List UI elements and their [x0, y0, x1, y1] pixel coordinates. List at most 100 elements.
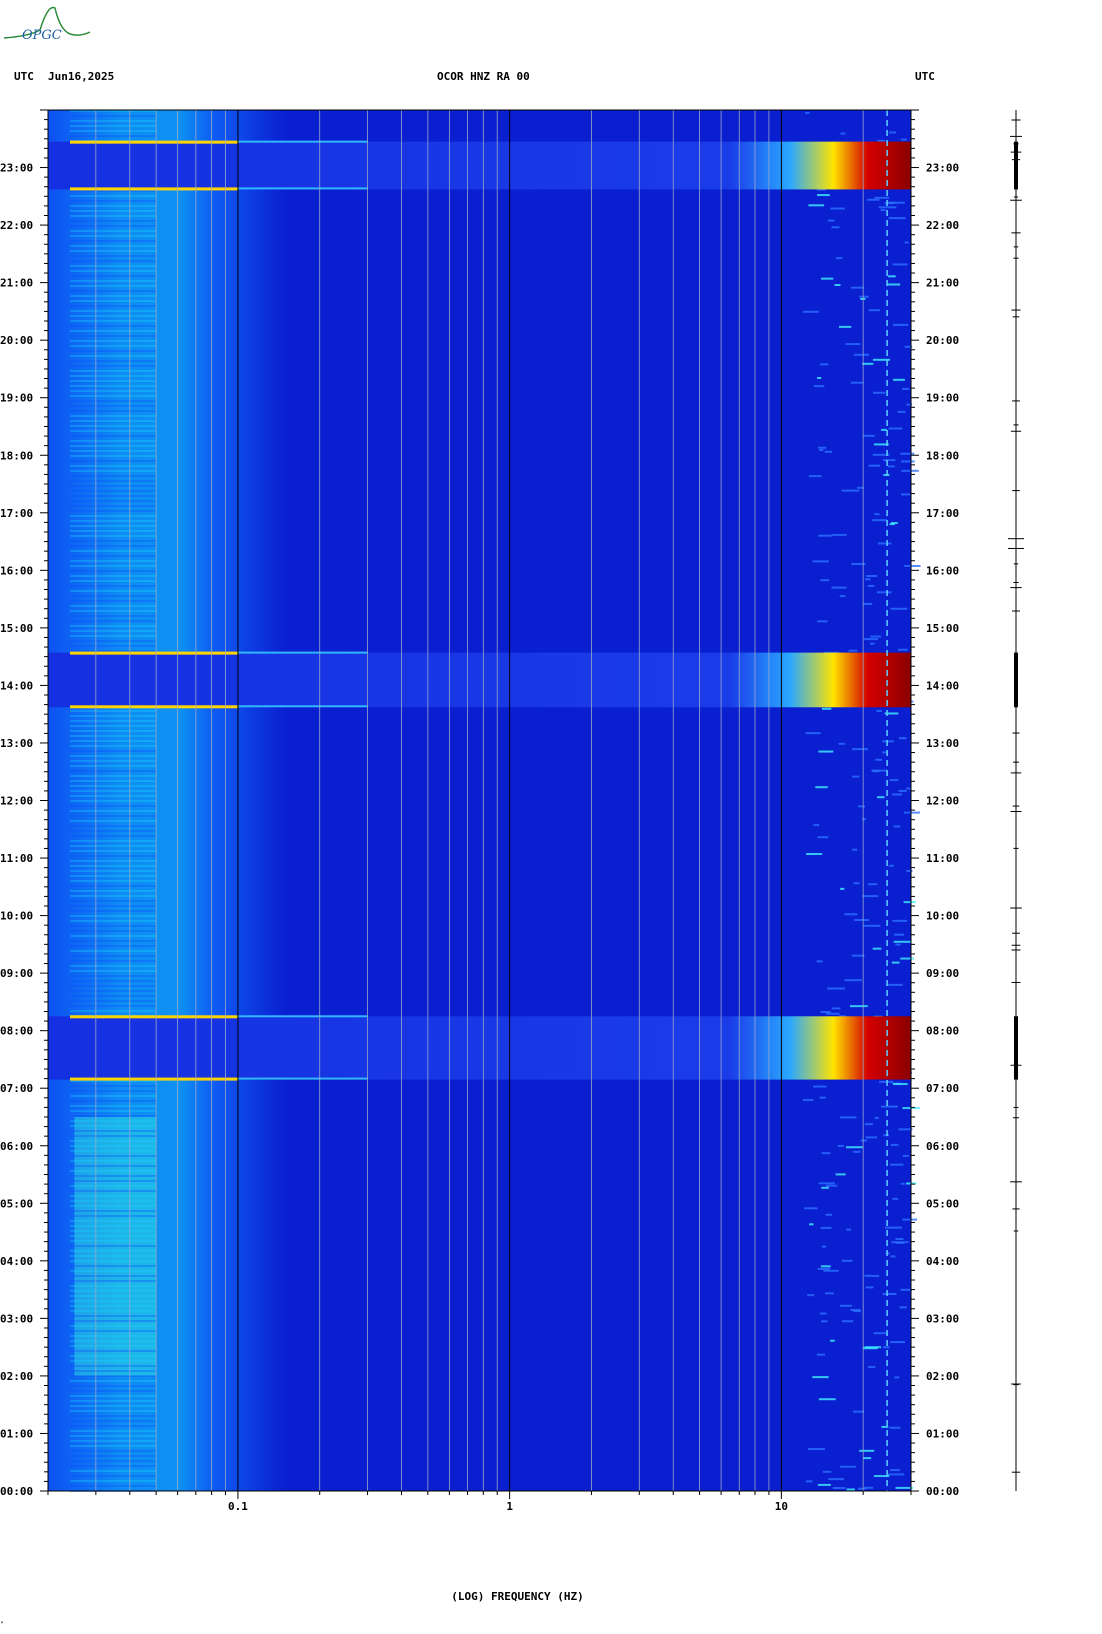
texture-stripe [70, 240, 157, 242]
texture-stripe [70, 460, 157, 462]
noise-speckle [881, 428, 887, 431]
noise-speckle [844, 913, 858, 916]
texture-stripe [70, 955, 157, 957]
noise-speckle [900, 957, 914, 960]
utc-left-label: UTC [14, 70, 34, 83]
texture-stripe [70, 195, 157, 197]
texture-stripe [70, 805, 157, 807]
texture-stripe [70, 895, 157, 897]
texture-stripe [70, 745, 157, 747]
texture-stripe [70, 915, 157, 917]
noise-speckle [822, 1245, 827, 1248]
texture-stripe [70, 845, 157, 847]
event-line-top-1 [70, 140, 238, 144]
noise-speckle [906, 869, 913, 872]
texture-stripe [70, 565, 157, 567]
texture-stripe [70, 1115, 157, 1117]
texture-stripe [70, 245, 157, 247]
y-tick-label-right: 05:00 [926, 1197, 959, 1210]
texture-stripe [70, 555, 157, 557]
texture-stripe [70, 445, 157, 447]
noise-speckle [901, 493, 910, 496]
texture-stripe [70, 295, 157, 297]
noise-speckle [878, 206, 897, 209]
texture-stripe [70, 225, 157, 227]
noise-speckle [895, 943, 901, 946]
noise-speckle [872, 358, 891, 361]
texture-stripe [70, 925, 157, 927]
y-tick-label-right: 20:00 [926, 334, 959, 347]
noise-speckle [844, 979, 862, 982]
y-tick-label-left: 22:00 [0, 219, 33, 232]
noise-speckle [882, 740, 894, 743]
texture-stripe [70, 1085, 157, 1087]
texture-stripe [70, 1125, 157, 1127]
texture-stripe [70, 645, 157, 647]
texture-stripe [70, 1480, 157, 1482]
noise-speckle [878, 542, 892, 545]
noise-speckle [897, 648, 908, 651]
noise-speckle [839, 1116, 857, 1119]
noise-speckle [888, 1473, 905, 1476]
noise-speckle [812, 560, 829, 563]
texture-stripe [70, 355, 157, 357]
texture-stripe [70, 595, 157, 597]
noise-speckle [845, 343, 861, 346]
texture-stripe [70, 250, 157, 252]
texture-stripe [70, 985, 157, 987]
texture-stripe [70, 1475, 157, 1477]
noise-speckle [831, 586, 847, 589]
noise-speckle [828, 1478, 844, 1481]
texture-stripe [70, 490, 157, 492]
noise-speckle [883, 459, 896, 462]
y-tick-label-right: 00:00 [926, 1485, 959, 1498]
texture-stripe [70, 360, 157, 362]
noise-speckle [892, 1197, 899, 1200]
texture-stripe [70, 1095, 157, 1097]
noise-speckle [877, 796, 885, 799]
event-line-top-2 [70, 651, 238, 655]
noise-speckle [851, 954, 865, 957]
noise-speckle [808, 475, 822, 478]
texture-stripe [70, 860, 157, 862]
noise-speckle [875, 758, 883, 761]
noise-speckle [819, 448, 824, 451]
texture-stripe [70, 345, 157, 347]
texture-stripe [70, 1310, 157, 1312]
noise-speckle [839, 595, 846, 598]
noise-speckle [863, 434, 875, 437]
noise-speckle [836, 257, 843, 260]
texture-stripe [70, 1425, 157, 1427]
texture-stripe [70, 500, 157, 502]
noise-speckle [862, 362, 874, 365]
noise-speckle [864, 1486, 874, 1489]
noise-speckle [864, 1274, 873, 1277]
noise-speckle [850, 1308, 861, 1311]
noise-speckle [868, 309, 880, 312]
noise-speckle [853, 353, 869, 356]
noise-speckle [817, 620, 828, 623]
noise-speckle [898, 789, 907, 792]
noise-speckle [864, 1123, 873, 1126]
noise-speckle [888, 275, 896, 278]
texture-stripe [70, 505, 157, 507]
noise-speckle [808, 1223, 814, 1226]
noise-speckle [846, 1146, 863, 1149]
noise-speckle [873, 1332, 887, 1335]
texture-stripe [70, 200, 157, 202]
noise-speckle [876, 709, 883, 712]
texture-stripe [70, 1325, 157, 1327]
texture-stripe [70, 190, 157, 192]
noise-speckle [882, 1293, 897, 1296]
noise-speckle [881, 1425, 889, 1428]
texture-stripe [70, 320, 157, 322]
texture-stripe [70, 830, 157, 832]
texture-stripe [70, 1290, 157, 1292]
noise-speckle [874, 513, 880, 516]
noise-speckle [803, 310, 819, 313]
date-label: Jun16,2025 [48, 70, 115, 83]
noise-speckle [862, 1347, 878, 1350]
noise-speckle [881, 1105, 898, 1108]
noise-speckle [859, 1449, 875, 1452]
